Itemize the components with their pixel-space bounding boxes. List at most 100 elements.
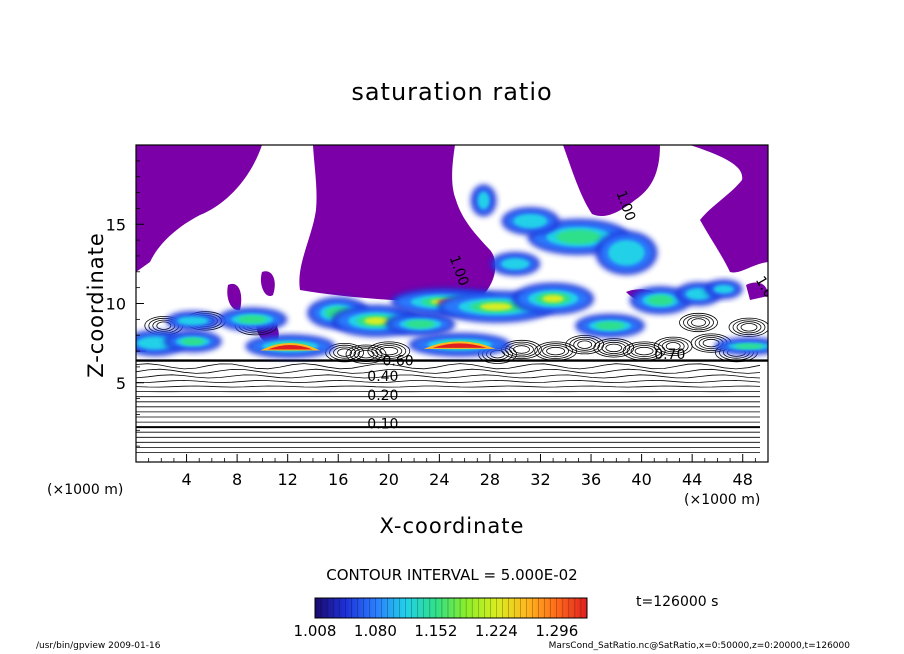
colorbar [314,597,588,619]
x-tick-label: 16 [328,470,348,489]
contour-swirl [546,346,565,356]
x-axis-label: X-coordinate [379,514,525,538]
contour-swirl [333,346,357,359]
subsaturated-region [136,145,262,272]
subsaturated-region [299,145,496,304]
contour-label: 0.70 [654,347,685,363]
cloud-cell [478,192,490,209]
cloud-cell [595,321,625,330]
subsaturated-region [227,283,242,311]
contour-label: 0.60 [383,353,414,369]
x-tick-label: 32 [530,470,550,489]
contour-swirl [728,317,768,337]
contour-line [136,363,761,370]
contour-swirl [538,343,573,359]
x-tick-label: 24 [429,470,449,489]
cloud-cell [608,240,645,266]
cloud-cell [685,288,712,300]
contour-swirl [601,341,627,354]
contour-swirl [337,348,353,357]
cloud-cell [734,343,764,349]
supersaturation-shading [136,184,768,359]
y-tick-label: 10 [106,295,126,314]
contour-swirl [509,343,534,356]
cloud-cell [406,320,435,329]
contour-label: 0.40 [367,369,398,385]
contour-swirl [542,345,569,358]
contour-swirl [679,312,718,333]
contour-swirl [513,345,530,354]
contour-swirl [665,342,681,351]
cloud-cell [364,317,389,325]
contour-line [136,385,761,388]
cloud-cell [237,315,267,324]
x-tick-label: 48 [733,470,753,489]
contour-swirl [345,344,387,364]
y-tick-label: 15 [106,215,126,234]
cloud-lens [432,343,487,348]
contour-swirl [622,341,666,361]
subsaturated-region [746,282,768,300]
contour-swirl [691,318,706,327]
contour-swirl [577,340,593,349]
contour-swirl [683,314,714,331]
contour-swirl [371,343,407,359]
contour-swirl [597,340,631,356]
cloud-cell [556,229,601,244]
contour-swirl [661,340,685,353]
x-tick-label: 28 [480,470,500,489]
stratified-contours [136,359,768,453]
x-tick-label: 44 [682,470,702,489]
x-tick-label: 40 [631,470,651,489]
contour-swirl [367,341,411,361]
x-tick-label: 20 [379,470,399,489]
contour-swirl [329,344,361,361]
plot-field: 0.100.200.400.60 0.701.001.001.00 [136,145,768,462]
cloud-cell [177,316,209,326]
contour-swirl [736,321,762,334]
contour-line [136,368,761,374]
colorbar-tick-label: 1.080 [353,622,397,640]
cloud-cell [648,295,674,306]
contour-swirl [375,345,403,358]
contour-interval: CONTOUR INTERVAL = 5.000E-02 [326,566,578,584]
cloud-cell [542,294,564,303]
cloud-cell [714,285,734,294]
colorbar-tick-label: 1.296 [535,622,579,640]
z-unit-label: (×1000 m) [47,482,124,498]
contour-swirl [732,319,766,336]
x-axis: 4 8 12 16 20 24 28 32 36 40 44 48 [148,454,756,489]
cloud-cell [136,336,174,350]
y-tick-label: 5 [116,374,126,393]
contour-line [136,379,761,384]
x-unit-label: (×1000 m) [684,492,761,508]
contour-swirl [740,323,758,332]
cloud-lens [267,345,313,350]
x-tick-label: 12 [278,470,298,489]
contour-swirl [349,346,383,363]
footer-right: MarsCond_SatRatio.nc@SatRatio,x=0:50000,… [548,641,850,651]
cloud-cell [513,214,548,229]
contour-label: 0.20 [367,388,398,404]
colorbar-tick-label: 1.152 [414,622,458,640]
subsaturated-region [563,145,660,217]
contour-swirl [657,338,689,355]
cloud-cell [181,338,205,345]
colorbar-tick-label: 1.224 [474,622,518,640]
subsaturated-region [260,271,275,297]
subsaturated-region [690,145,768,273]
colorbar-tick-label: 1.008 [293,622,337,640]
contour-swirl [357,350,375,359]
y-axis: 5 10 15 [106,160,144,447]
cloud-cell [501,258,530,270]
x-tick-label: 4 [181,470,191,489]
contour-label: 0.10 [367,417,398,433]
contour-swirl [379,346,399,356]
contour-swirl [634,346,654,356]
contour-swirl [573,338,597,351]
chart-title: saturation ratio [351,78,553,106]
contour-line [136,374,761,379]
footer-left: /usr/bin/gpview 2009-01-16 [36,641,161,651]
x-tick-label: 36 [581,470,601,489]
